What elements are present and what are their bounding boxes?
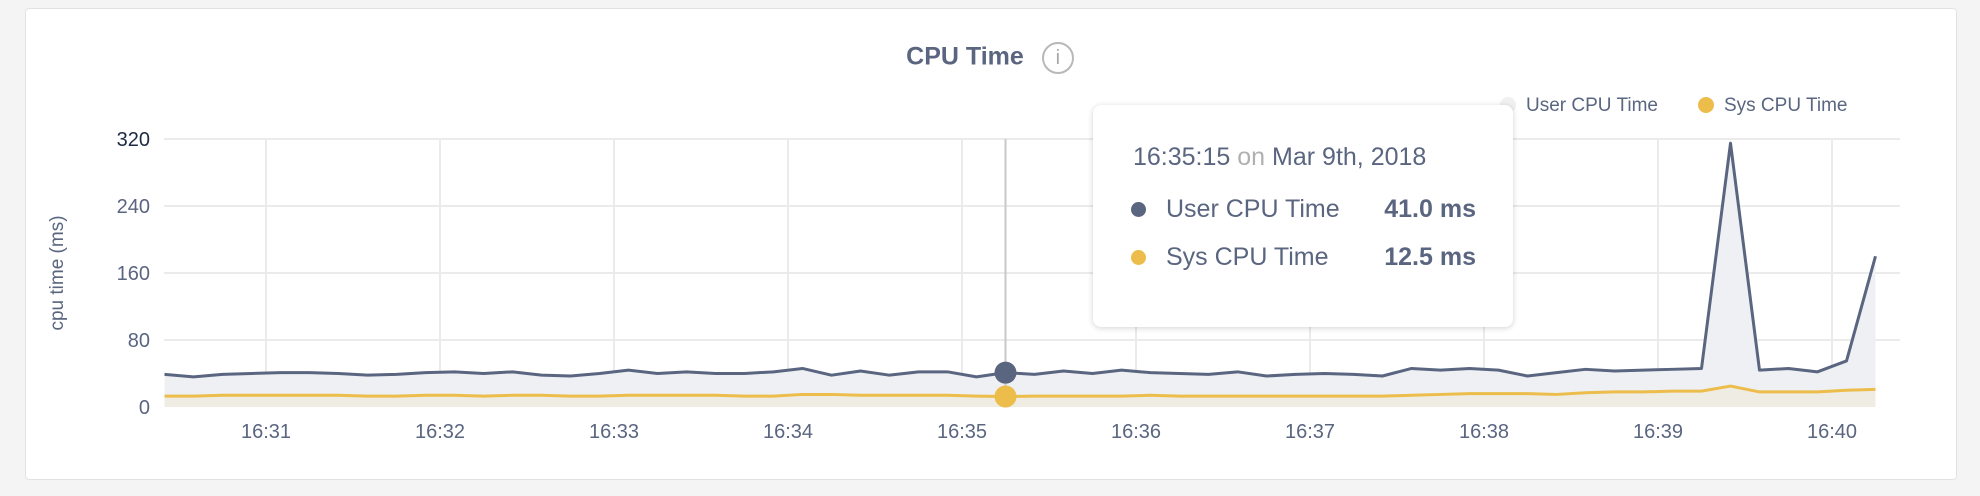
legend-sys-label: Sys CPU Time [1723, 95, 1848, 116]
tooltip-user-value: 41.0 ms [1384, 195, 1476, 223]
legend-sys-dot-icon [1697, 97, 1714, 113]
legend-item-sys[interactable]: Sys CPU Time [1697, 95, 1848, 117]
tooltip: 16:35:15 on Mar 9th, 2018 User CPU Time 4… [1093, 105, 1513, 327]
tooltip-time: 16:35:15 [1133, 143, 1231, 171]
series-line-user-cpu-time [164, 141, 1877, 379]
x-tick-label: 16:33 [589, 421, 639, 443]
tooltip-user-label: User CPU Time [1166, 195, 1340, 223]
x-tick-label: 16:37 [1285, 421, 1335, 443]
series-line-sys-cpu-time [164, 384, 1876, 399]
y-tick-label: 320 [117, 129, 150, 151]
chart-title: CPU Time i [0, 42, 1980, 74]
x-tick-label: 16:31 [241, 421, 291, 443]
tooltip-sys-value: 12.5 ms [1384, 243, 1476, 271]
tooltip-day: Mar 9th, 2018 [1272, 143, 1427, 171]
x-tick-label: 16:40 [1807, 421, 1857, 443]
y-tick-label: 240 [117, 196, 150, 218]
x-tick-label: 16:32 [415, 421, 465, 443]
hover-marker [994, 361, 1017, 384]
x-tick-label: 16:38 [1459, 421, 1509, 443]
tooltip-sys-label: Sys CPU Time [1166, 243, 1329, 271]
x-tick-label: 16:35 [937, 421, 987, 443]
x-tick-label: 16:39 [1633, 421, 1683, 443]
tooltip-row-user: User CPU Time 41.0 ms [1131, 195, 1476, 224]
info-icon[interactable]: i [1041, 42, 1074, 74]
legend-user-label: User CPU Time [1526, 95, 1658, 116]
y-tick-label: 0 [139, 397, 150, 419]
y-tick-label: 80 [128, 330, 150, 352]
x-tick-label: 16:34 [763, 421, 813, 443]
user-dot-icon [1131, 202, 1146, 217]
tooltip-row-sys: Sys CPU Time 12.5 ms [1131, 243, 1476, 272]
tooltip-date: 16:35:15 on Mar 9th, 2018 [1133, 143, 1426, 172]
x-tick-label: 16:36 [1111, 421, 1161, 443]
sys-dot-icon [1131, 250, 1146, 265]
chart-title-text: CPU Time [906, 42, 1024, 71]
hover-marker [994, 385, 1017, 408]
y-tick-label: 160 [117, 263, 150, 285]
tooltip-on: on [1237, 143, 1266, 171]
series-area-0 [164, 143, 1876, 407]
